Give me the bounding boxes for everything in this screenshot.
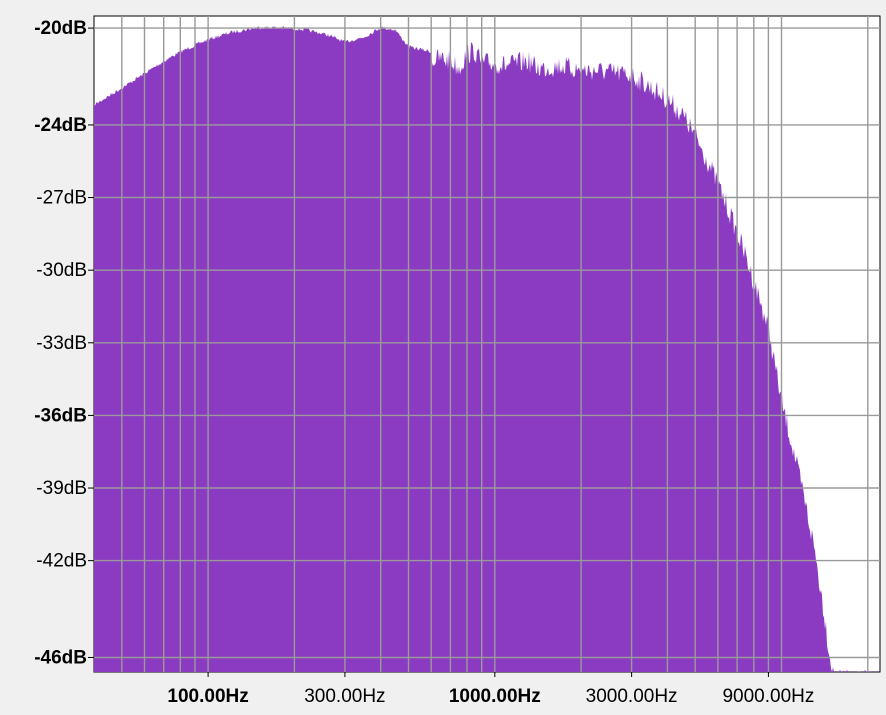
x-tick-label: 100.00Hz [167, 686, 248, 707]
y-tick-label: -46dB [34, 647, 87, 668]
x-tick-label: 300.00Hz [304, 686, 385, 707]
x-axis: 100.00Hz 300.00Hz 1000.00Hz 3000.00Hz 9000.0… [167, 672, 814, 707]
y-tick-label: -42dB [36, 551, 87, 572]
y-tick-label: -20dB [34, 18, 87, 39]
y-tick-label: -24dB [34, 115, 87, 136]
y-tick-label: -30dB [36, 260, 87, 281]
x-tick-label: 9000.00Hz [722, 686, 814, 707]
y-tick-label: -33dB [36, 333, 87, 354]
y-tick-label: -27dB [36, 188, 87, 209]
spectrum-area [94, 25, 880, 672]
y-tick-label: -39dB [36, 478, 87, 499]
x-tick-label: 3000.00Hz [586, 686, 678, 707]
y-axis: -20dB -24dB -27dB -30dB -33dB -36dB -39dB -42dB… [34, 18, 94, 668]
y-tick-label: -36dB [34, 405, 87, 426]
x-tick-label: 1000.00Hz [449, 686, 541, 707]
grid-lines [94, 16, 880, 672]
